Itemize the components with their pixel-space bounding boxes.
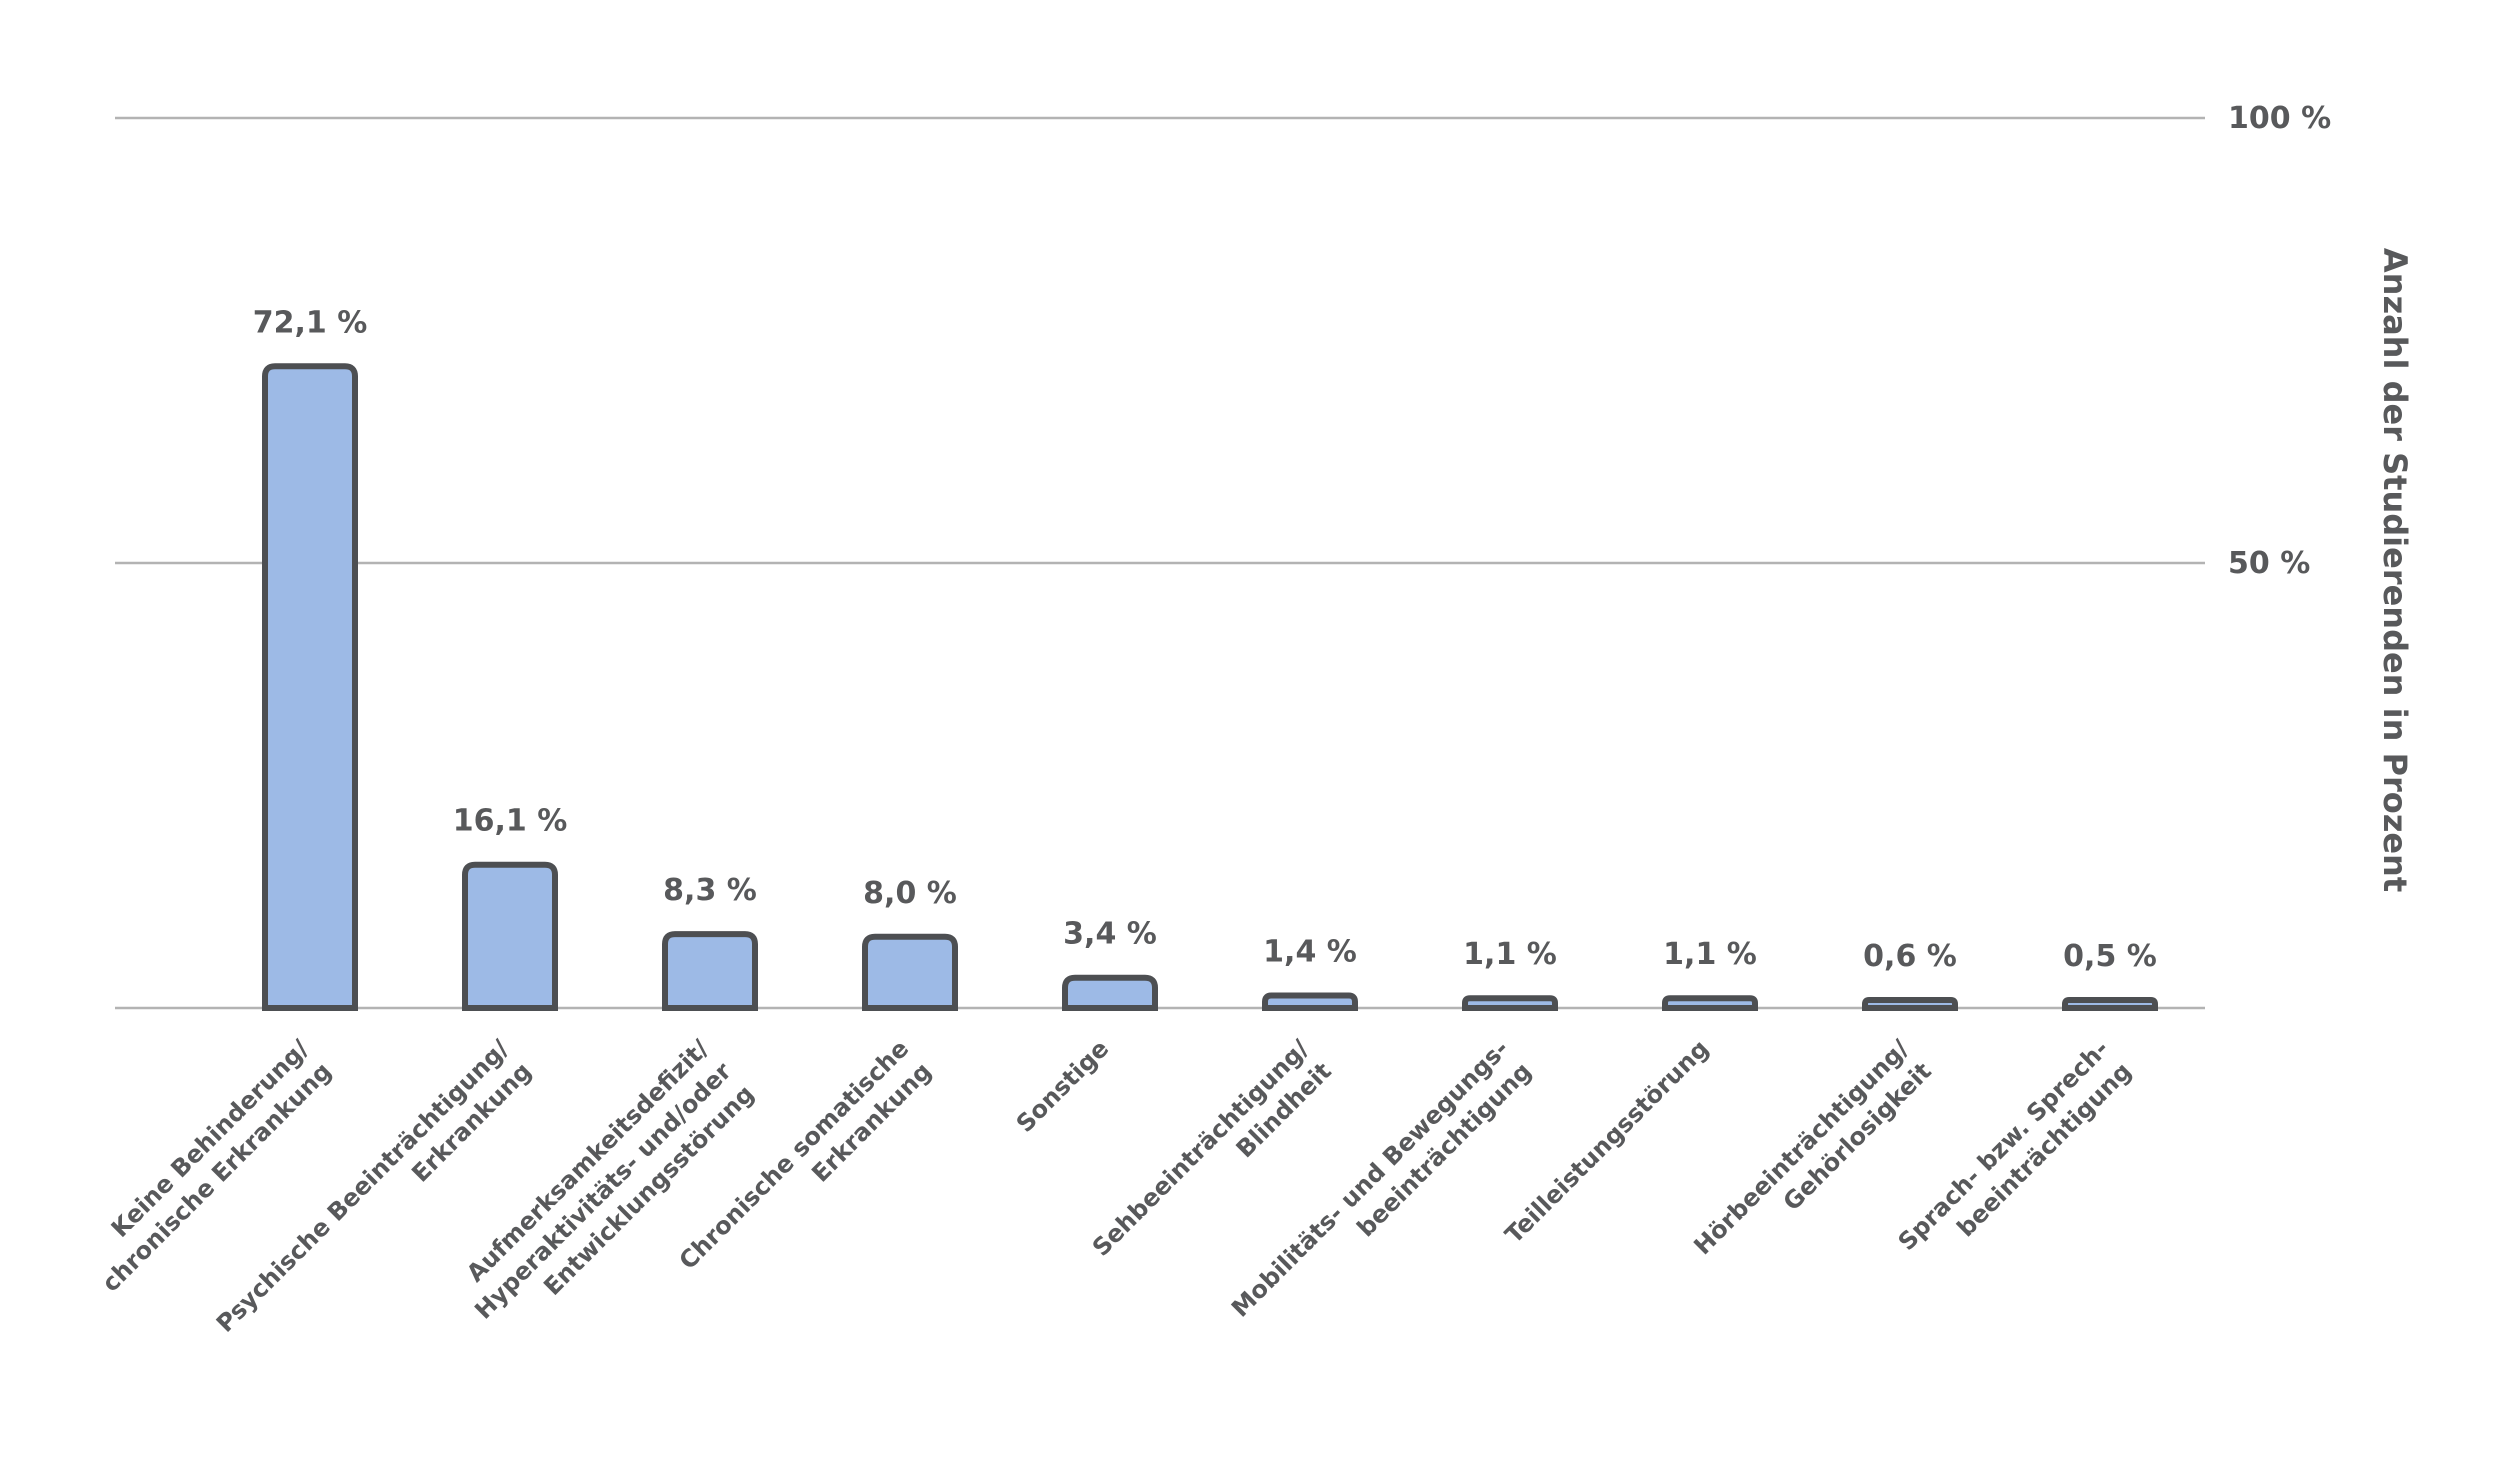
bar	[1462, 995, 1558, 1011]
grid-lines	[115, 116, 2205, 1010]
data-label: 72,1 %	[253, 305, 368, 340]
x-tick-label: Sonstige	[1011, 1034, 1114, 1137]
bar	[462, 861, 558, 1011]
data-label: 3,4 %	[1063, 917, 1157, 952]
x-tick-label-line: Sonstige	[1011, 1034, 1114, 1137]
data-label: 0,5 %	[2063, 939, 2157, 974]
bar	[2062, 997, 2158, 1011]
y-tick-label: 50 %	[2228, 546, 2310, 581]
x-tick-label: Teilleistungsstörung	[1500, 1034, 1715, 1249]
bar	[662, 931, 758, 1011]
data-label: 1,4 %	[1263, 935, 1357, 970]
data-label: 0,6 %	[1863, 939, 1957, 974]
x-tick-label: Hörbeeinträchtigung/Gehörlosigkeit	[1688, 1034, 1937, 1283]
x-tick-label-line: Keine Behinderung/	[106, 1034, 315, 1243]
y-axis-label: Anzahl der Studierenden in Prozent	[2376, 248, 2414, 892]
x-tick-label-line: Teilleistungsstörung	[1500, 1034, 1715, 1249]
bar	[1062, 974, 1158, 1011]
x-tick-label-line: Hörbeeinträchtigung/	[1688, 1034, 1914, 1260]
y-tick-label: 100 %	[2228, 101, 2331, 136]
bar	[1662, 995, 1758, 1011]
bar	[862, 933, 958, 1011]
data-label: 1,1 %	[1463, 937, 1557, 972]
bar	[262, 363, 358, 1011]
bar	[1862, 997, 1958, 1011]
category-labels: Keine Behinderung/chronische ErkrankungP…	[97, 1034, 2137, 1337]
bars	[262, 363, 2158, 1011]
y-tick-labels: 50 % 100 %	[2228, 101, 2331, 581]
value-labels: 72,1 % 16,1 % 8,3 % 8,0 % 3,4 % 1,4 % 1,1 % 1,1…	[253, 305, 2157, 974]
data-label: 8,0 %	[863, 876, 957, 911]
data-label: 8,3 %	[663, 873, 757, 908]
x-tick-label-line: Sehbeeinträchtigung/	[1087, 1034, 1315, 1262]
bar	[1262, 992, 1358, 1011]
data-label: 16,1 %	[453, 804, 568, 839]
data-label: 1,1 %	[1663, 937, 1757, 972]
